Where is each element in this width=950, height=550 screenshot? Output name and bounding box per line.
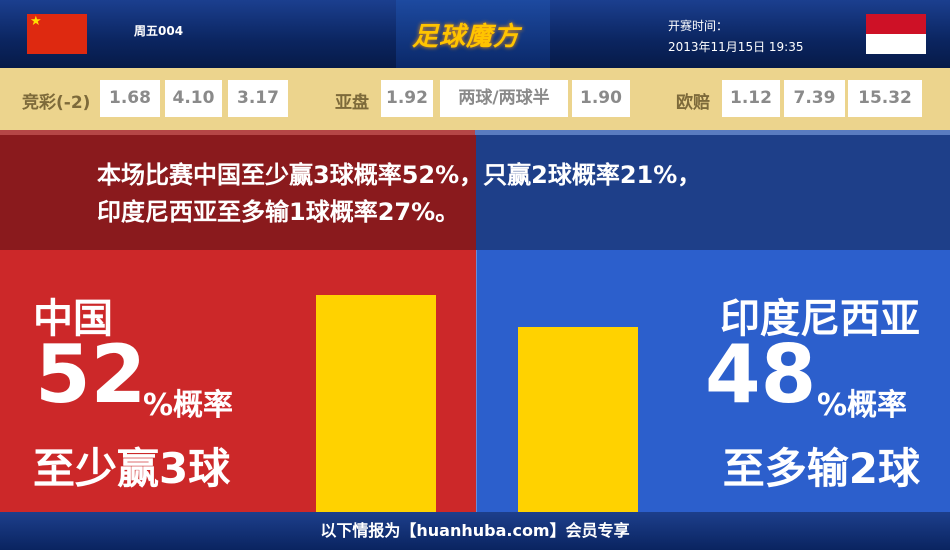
logo: 足球魔方 [412, 22, 521, 52]
home-outcome: 至少赢3球 [33, 444, 231, 493]
summary-left-bg [0, 135, 476, 250]
match-number: 周五004 [134, 24, 184, 38]
kickoff-time: 2013年11月15日 19:35 [668, 40, 804, 54]
away-team: 印度尼西亚 [720, 296, 920, 342]
away-probability-bar [518, 326, 638, 512]
home-team: 中国 [33, 296, 113, 342]
asian-label: 亚盘 [335, 93, 369, 113]
jingcai-odd: 4.10 [165, 80, 222, 117]
indonesia-flag-icon [866, 14, 926, 54]
home-probability-bar [316, 295, 436, 512]
euro-label: 欧赔 [676, 93, 710, 113]
summary-text: 本场比赛中国至少赢3球概率52%，只赢2球概率21%， 印度尼西亚至多输1球概率… [97, 157, 701, 231]
euro-odd: 15.32 [848, 80, 922, 117]
jingcai-label: 竞彩(-2) [22, 93, 91, 113]
asian-away-odd: 1.90 [572, 80, 630, 117]
summary-right-bg [476, 135, 950, 250]
home-percent: 52 [35, 328, 147, 421]
home-percent-suffix: %概率 [143, 388, 234, 423]
asian-line: 两球/两球半 [440, 80, 568, 117]
asian-home-odd: 1.92 [381, 80, 433, 117]
away-percent-suffix: %概率 [817, 388, 908, 423]
away-panel: 印度尼西亚 48 %概率 至多输2球 [476, 250, 950, 512]
summary-line: 印度尼西亚至多输1球概率27%。 [97, 198, 460, 226]
footer-member-notice[interactable]: 以下情报为【huanhuba.com】会员专享 [0, 512, 950, 550]
header: ★ 周五004 足球魔方 开赛时间： 2013年11月15日 19:35 [0, 0, 950, 68]
china-flag-icon: ★ [27, 14, 87, 54]
logo-panel [396, 0, 550, 68]
divider [0, 130, 950, 135]
away-percent: 48 [705, 328, 817, 421]
kickoff-label: 开赛时间： [668, 19, 729, 33]
home-panel: 中国 52 %概率 至少赢3球 [0, 250, 476, 512]
jingcai-odd: 3.17 [228, 80, 288, 117]
jingcai-odd: 1.68 [100, 80, 160, 117]
away-outcome: 至多输2球 [722, 444, 920, 493]
euro-odd: 7.39 [784, 80, 845, 117]
euro-odd: 1.12 [722, 80, 780, 117]
summary-line: 本场比赛中国至少赢3球概率52%，只赢2球概率21%， [97, 161, 702, 189]
